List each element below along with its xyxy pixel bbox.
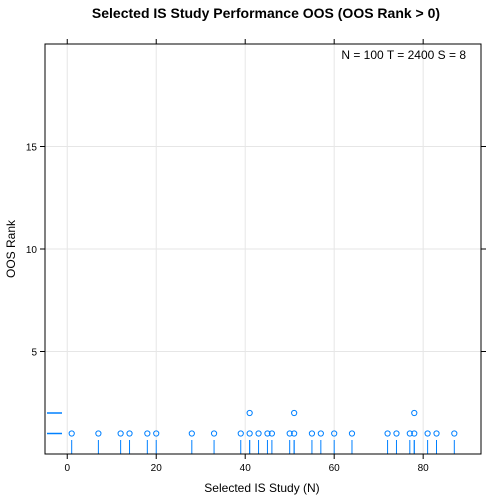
data-point [411,430,418,437]
data-point [264,430,271,437]
data-point [246,409,253,417]
data-point [451,430,458,437]
data-point [144,430,151,437]
data-point [384,430,391,437]
data-point [126,430,133,437]
data-point [291,409,298,417]
y-tick-label: 15 [26,143,38,154]
x-tick-label: 80 [418,463,430,474]
data-point [291,430,298,437]
x-tick-label: 20 [151,463,163,474]
data-point [331,430,338,437]
data-point [348,430,356,437]
data-point [246,430,253,437]
data-point [153,430,160,437]
data-point [68,430,75,437]
x-tick-label: 0 [64,463,70,474]
chart-title: Selected IS Study Performance OOS (OOS R… [92,5,440,21]
data-point [424,430,431,437]
data-point [406,430,413,437]
grid [45,44,481,454]
y-tick-label: 5 [31,348,37,359]
data-point [286,430,293,437]
data-point [308,430,316,437]
data-point [255,430,262,437]
rug-marks [47,412,455,454]
axis-ticks: 0 20 40 60 80 5 10 15 [26,39,486,474]
y-axis-label: OOS Rank [4,219,18,278]
y-tick-label: 10 [26,245,38,256]
x-axis-label: Selected IS Study (N) [204,481,319,495]
x-tick-label: 60 [329,463,341,474]
data-points [68,409,458,437]
data-point [188,430,195,437]
x-tick-label: 40 [240,463,252,474]
data-point [393,430,400,437]
data-point [210,430,218,437]
data-point [95,430,102,437]
data-point [411,409,418,417]
data-point [237,430,244,437]
data-point [117,430,124,437]
stats-annotation: N = 100 T = 2400 S = 8 [341,48,466,62]
data-point [433,430,440,437]
data-point [268,430,275,437]
data-point [317,430,324,437]
